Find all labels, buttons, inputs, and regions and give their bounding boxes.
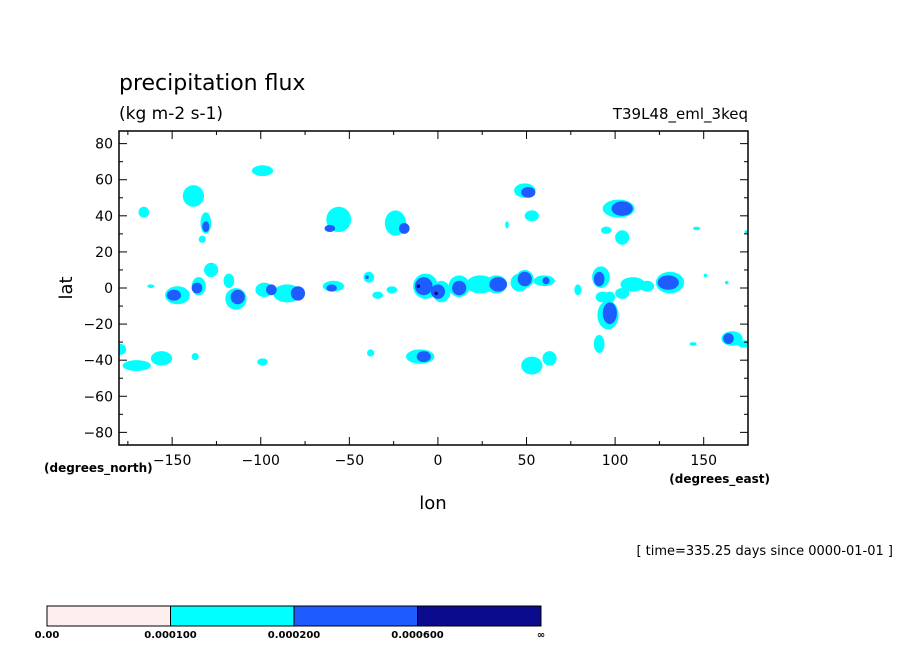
contour-region-level-2 — [398, 223, 410, 234]
contour-region-level-1 — [615, 288, 630, 299]
contour-region-level-1 — [204, 262, 219, 278]
contour-region-level-2 — [365, 275, 369, 279]
x-tick-label: −50 — [335, 453, 365, 469]
contour-region-level-1 — [505, 221, 509, 229]
contour-region-level-2 — [593, 271, 605, 287]
contour-region-level-1 — [521, 356, 543, 375]
y-units-label: (degrees_north) — [44, 461, 153, 476]
contour-region-level-1 — [639, 280, 655, 292]
contour-region-level-2 — [657, 275, 679, 290]
contour-region-level-1 — [122, 360, 151, 372]
contour-region-level-1 — [542, 351, 557, 366]
contour-region-level-1 — [693, 226, 701, 231]
x-tick-label: 0 — [433, 453, 442, 469]
x-tick-label: 100 — [602, 453, 629, 469]
contour-region-level-1 — [615, 230, 630, 245]
contour-region-level-1 — [689, 342, 697, 346]
contour-region-level-2 — [266, 284, 277, 296]
y-tick-label: −20 — [83, 317, 113, 333]
contour-region-level-1 — [600, 226, 612, 234]
contour-region-level-1 — [147, 284, 155, 288]
x-axis-label: lon — [419, 493, 446, 514]
contour-region-level-2 — [324, 224, 336, 233]
contour-region-level-1 — [737, 340, 748, 348]
y-tick-label: −60 — [83, 389, 113, 405]
chart-title: precipitation flux — [119, 71, 305, 96]
contour-region-level-2 — [489, 277, 508, 292]
contour-region-level-3 — [434, 291, 438, 296]
contour-region-level-2 — [521, 186, 536, 198]
colorbar-label: 0.00 — [35, 630, 60, 641]
colorbar-swatch — [170, 605, 295, 627]
contour-region-level-3 — [416, 284, 421, 288]
contour-region-level-1 — [138, 206, 150, 218]
x-tick-label: −150 — [153, 453, 191, 469]
y-axis-label: lat — [56, 276, 77, 299]
contour-region-level-2 — [230, 289, 245, 305]
contour-region-level-2 — [602, 302, 617, 325]
contour-region-level-2 — [326, 284, 337, 292]
x-tick-label: 150 — [690, 453, 717, 469]
contour-region-level-1 — [604, 291, 616, 303]
contour-region-level-2 — [430, 284, 446, 299]
run-label: T39L48_eml_3keq — [612, 105, 748, 124]
contour-region-level-1 — [744, 230, 748, 234]
contour-region-level-1 — [593, 334, 605, 353]
contour-region-level-1 — [620, 277, 646, 292]
axes: −150 −100 −50 0 50 100 150 80 60 40 20 0 −20 −40 −60 −8… — [83, 131, 749, 469]
colorbar-label: 0.000200 — [268, 630, 321, 641]
colorbar: 0.00 0.000100 0.000200 0.000600 ∞ — [35, 605, 545, 641]
contour-region-level-1 — [367, 349, 375, 357]
x-tick-label: 50 — [518, 453, 536, 469]
x-units-label: (degrees_east) — [669, 472, 770, 487]
contour-region-level-2 — [416, 351, 431, 362]
contour-region-level-1 — [119, 343, 127, 355]
contour-region-level-2 — [517, 271, 532, 287]
contour-region-level-1 — [386, 286, 398, 294]
contour-regions — [119, 165, 748, 375]
colorbar-label: 0.000100 — [144, 630, 197, 641]
y-tick-label: −80 — [83, 425, 113, 441]
contour-region-level-1 — [150, 351, 173, 366]
contour-region-level-1 — [574, 284, 582, 296]
contour-region-level-1 — [182, 185, 205, 207]
chart-subtitle: (kg m-2 s-1) — [119, 104, 223, 124]
contour-region-level-2 — [723, 333, 734, 344]
contour-region-level-1 — [372, 291, 384, 299]
x-tick-label: −100 — [242, 453, 280, 469]
contour-region-level-2 — [611, 201, 633, 216]
contour-region-level-2 — [414, 277, 433, 296]
colorbar-label: 0.000600 — [391, 630, 444, 641]
colorbar-swatch — [293, 605, 418, 627]
y-tick-label: 40 — [95, 209, 113, 225]
contour-region-level-2 — [542, 277, 550, 285]
time-label: [ time=335.25 days since 0000-01-01 ] — [636, 544, 893, 559]
y-tick-label: −40 — [83, 353, 113, 369]
y-tick-label: 0 — [104, 281, 113, 297]
colorbar-label: ∞ — [537, 630, 545, 641]
contour-region-level-2 — [191, 282, 203, 294]
contour-region-level-1 — [724, 280, 729, 285]
contour-region-level-1 — [191, 352, 199, 361]
contour-region-level-1 — [251, 165, 274, 177]
colorbar-swatch — [417, 605, 542, 627]
y-tick-label: 20 — [95, 245, 113, 261]
contour-region-level-2 — [452, 280, 467, 296]
contour-region-level-2 — [166, 289, 182, 301]
contour-region-level-2 — [202, 221, 210, 233]
contour-region-level-1 — [703, 273, 708, 278]
y-tick-label: 80 — [95, 137, 113, 153]
contour-region-level-2 — [290, 286, 306, 301]
contour-region-level-1 — [198, 235, 206, 243]
contour-region-level-1 — [524, 210, 539, 222]
y-tick-label: 60 — [95, 173, 113, 189]
colorbar-swatch — [46, 605, 171, 627]
contour-region-level-1 — [223, 273, 235, 288]
contour-region-level-1 — [257, 358, 268, 366]
